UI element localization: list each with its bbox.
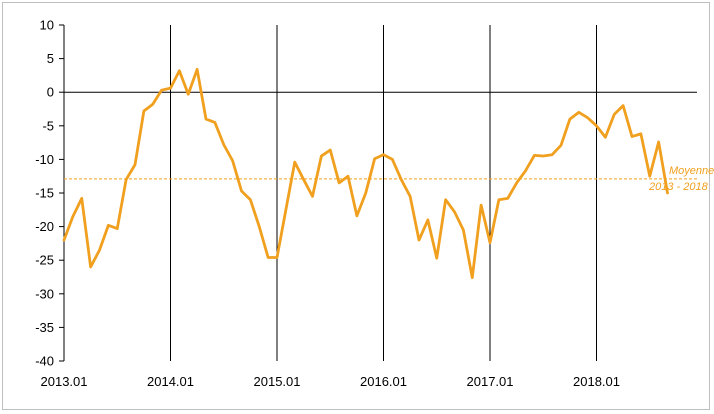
gridlines [170,25,597,361]
y-tick-label: -35 [35,320,54,335]
axes [59,24,697,362]
average-label-period: 2013 - 2018 [648,181,709,193]
series-line [62,67,669,280]
y-tick-label: 5 [47,51,54,66]
x-tick-label: 2014.01 [147,374,194,389]
y-tick-label: -10 [35,152,54,167]
average-label-title: Moyenne [669,165,714,177]
y-tick-label: 10 [40,18,54,33]
y-tick-label: -30 [35,286,54,301]
x-tick-label: 2013.01 [41,374,88,389]
x-tick-label: 2015.01 [254,374,301,389]
y-tick-label: -40 [35,354,54,369]
tick-labels: 10 5 0 -5 -10 -15 -20 -25 -30 -35 -40 2013.01 2014.0… [35,18,620,390]
x-tick-label: 2016.01 [360,374,407,389]
y-tick-label: 0 [47,85,54,100]
x-tick-label: 2018.01 [573,374,620,389]
x-tick-label: 2017.01 [467,374,514,389]
y-tick-label: -20 [35,219,54,234]
y-tick-label: -5 [42,118,54,133]
series-layer [62,67,669,280]
y-tick-label: -15 [35,186,54,201]
average-reference: Moyenne 2013 - 2018 [64,165,714,193]
y-tick-label: -25 [35,253,54,268]
